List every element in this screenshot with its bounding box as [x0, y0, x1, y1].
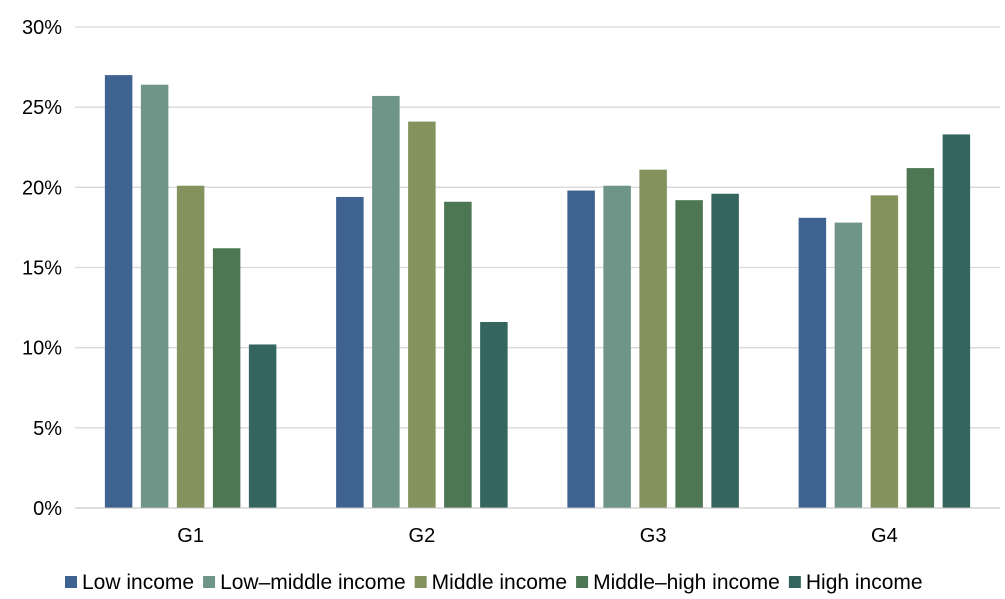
bar-g4-series-3	[870, 195, 899, 508]
y-tick-label: 5%	[33, 418, 62, 440]
bar-g4-series-1	[798, 217, 827, 508]
bar-g4-series-2	[834, 222, 863, 508]
x-tick-label: G4	[871, 525, 898, 547]
legend-label: Low–middle income	[220, 571, 406, 594]
x-tick-label: G3	[640, 525, 667, 547]
y-tick-label: 20%	[22, 177, 62, 199]
bar-g2-series-1	[336, 196, 364, 508]
legend-swatch	[414, 576, 427, 588]
bar-g2-series-5	[480, 322, 508, 508]
legend: Low income Low–middle income Middle income…	[65, 571, 923, 594]
bar-g3-series-5	[711, 193, 739, 508]
legend-swatch	[65, 576, 77, 588]
bar-g3-series-4	[675, 200, 703, 508]
x-tick-label: G2	[409, 525, 436, 547]
bar-g1-series-4	[212, 248, 241, 508]
bar-g1-series-3	[176, 185, 205, 509]
legend-swatch	[576, 576, 589, 588]
bar-g2-series-3	[408, 121, 436, 508]
bar-g4-series-4	[906, 168, 935, 509]
y-tick-label: 30%	[22, 17, 62, 39]
y-axis-tick-labels: 0% 5% 10% 15% 20% 25% 30%	[22, 17, 62, 520]
y-tick-label: 0%	[33, 498, 62, 520]
bar-g3-series-1	[567, 190, 595, 509]
legend-label: Middle–high income	[593, 571, 780, 594]
legend-swatch	[203, 576, 216, 588]
bar-g3-series-2	[603, 185, 631, 509]
legend-label: Middle income	[432, 571, 567, 594]
y-tick-label: 15%	[22, 258, 62, 280]
bar-g4-series-5	[942, 134, 971, 508]
legend-swatch	[788, 576, 801, 588]
bar-g1-series-2	[140, 84, 169, 508]
legend-label: High income	[806, 571, 923, 594]
bar-g3-series-3	[639, 169, 667, 509]
bar-g1-series-1	[104, 75, 133, 508]
x-axis-tick-labels: G1 G2 G3 G4	[177, 525, 897, 547]
bars	[104, 75, 971, 509]
x-tick-label: G1	[177, 525, 204, 547]
bar-g2-series-4	[444, 201, 472, 508]
y-tick-label: 25%	[22, 97, 62, 119]
bar-g1-series-5	[248, 344, 277, 508]
bar-g2-series-2	[372, 95, 400, 509]
legend-label: Low income	[82, 571, 194, 594]
y-tick-label: 10%	[22, 338, 62, 360]
